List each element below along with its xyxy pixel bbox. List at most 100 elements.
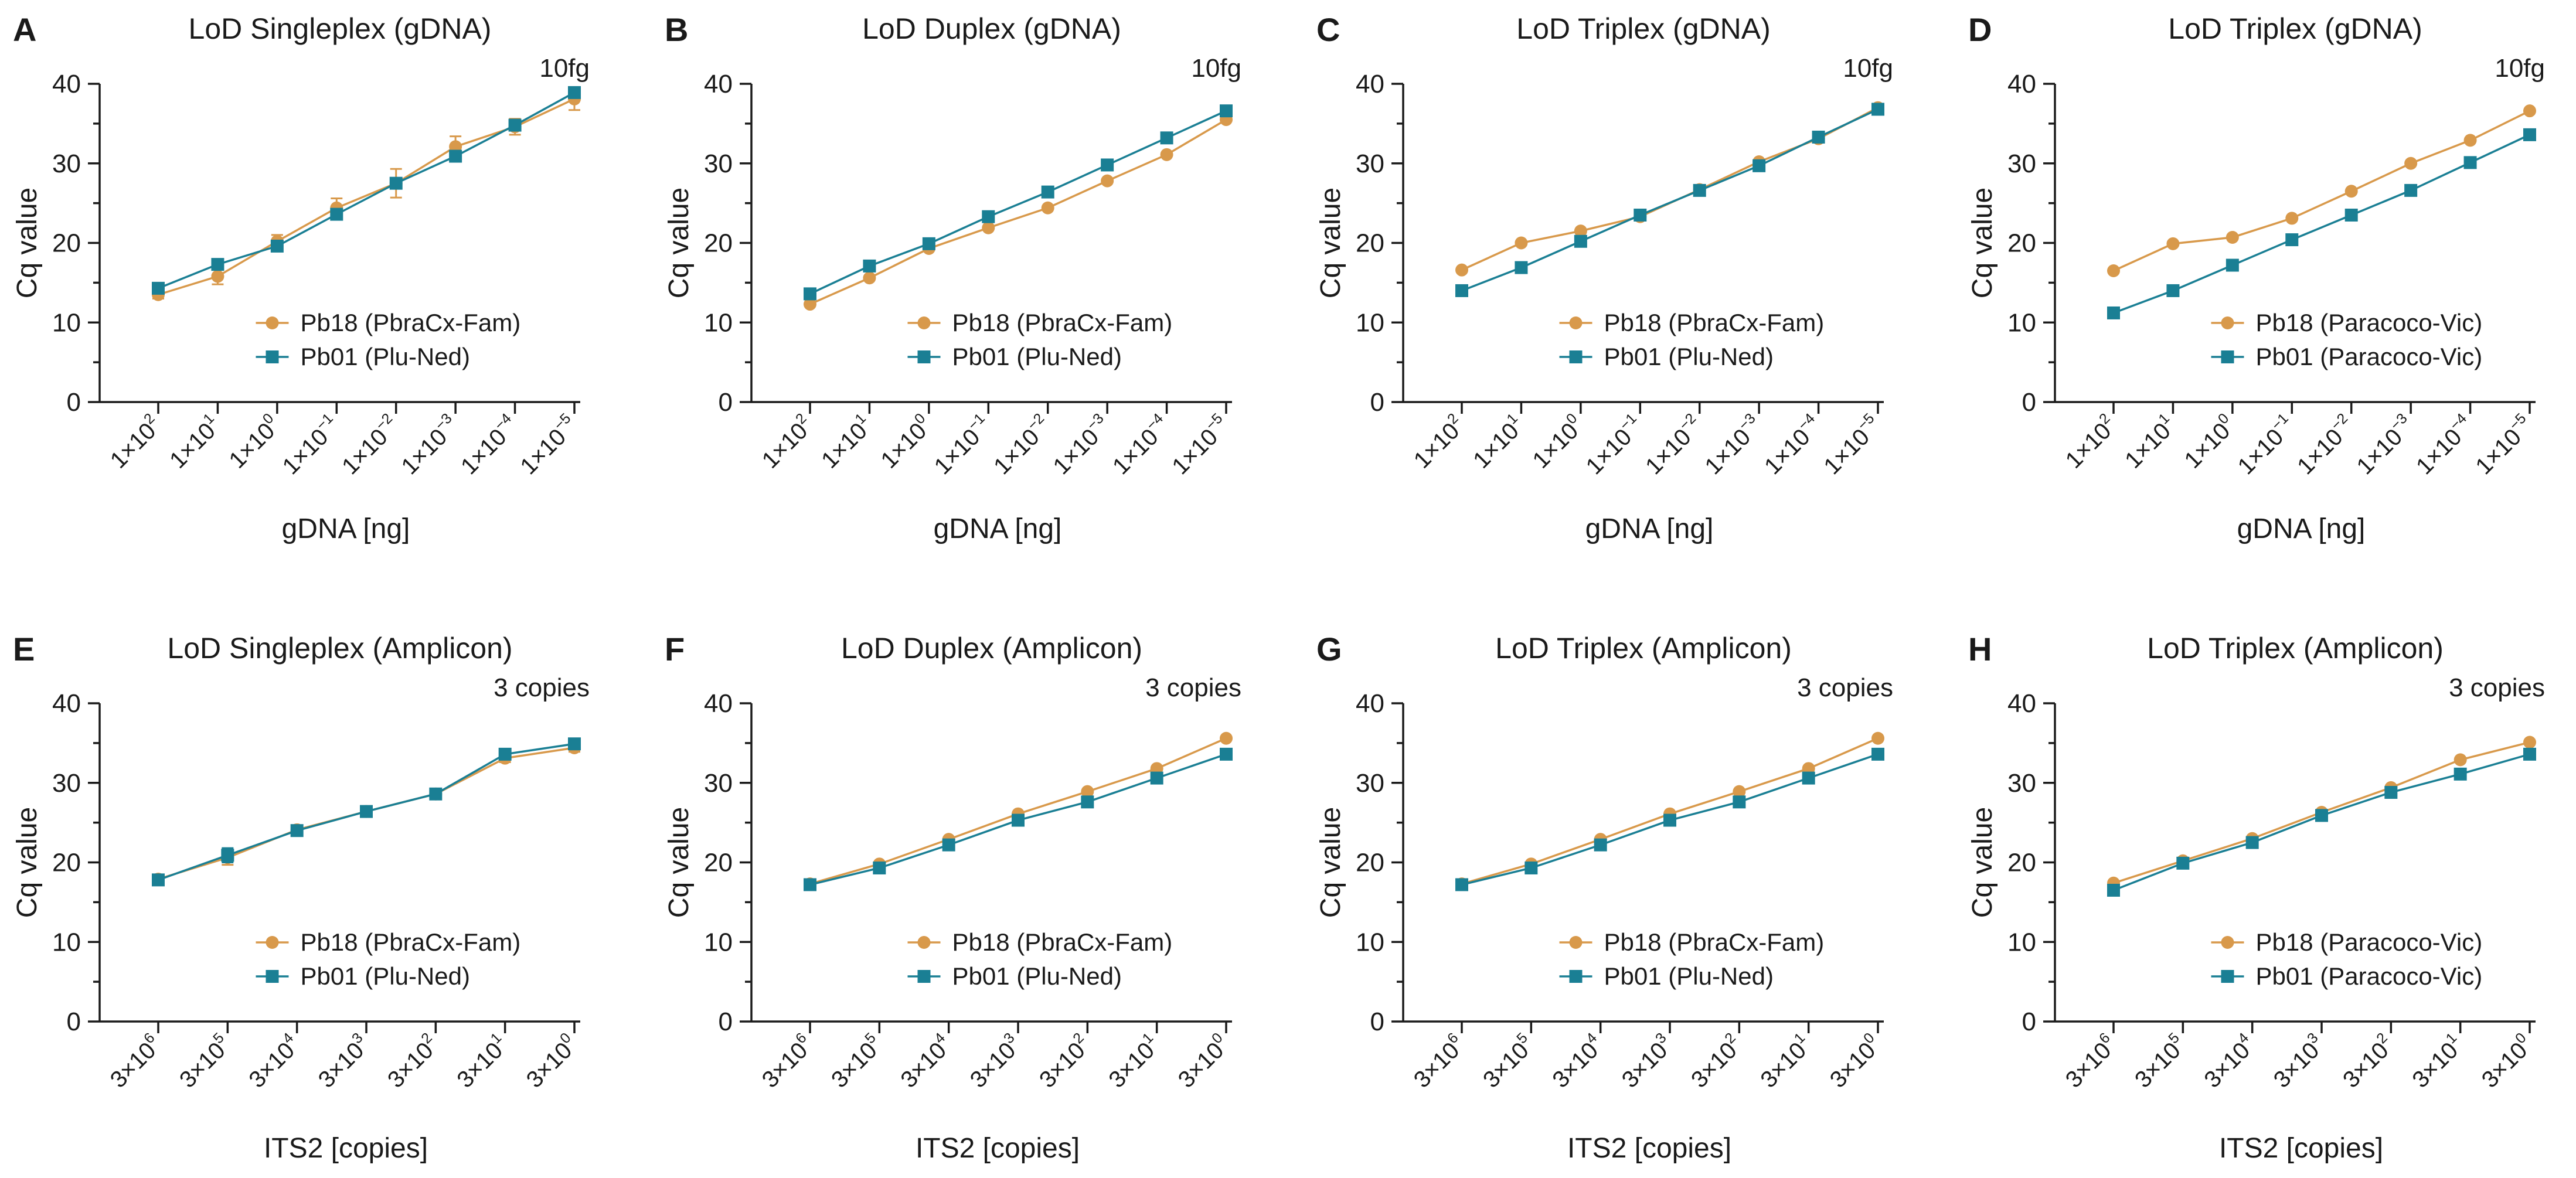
data-point-square: [942, 838, 955, 852]
data-point-square: [1041, 185, 1054, 199]
x-tick-label: 3×101: [2405, 1030, 2469, 1093]
y-tick-label: 30: [2007, 149, 2036, 178]
legend-item: Pb01 (Plu-Ned): [1559, 343, 1774, 370]
y-tick-label: 40: [704, 70, 733, 98]
x-tick-label: 1×10−1: [2231, 410, 2301, 480]
legend-label: Pb18 (Paracoco-Vic): [2256, 309, 2483, 336]
x-tick-label: 1×10−3: [394, 410, 464, 480]
y-tick-label: 0: [719, 1007, 733, 1036]
x-tick-label: 1×10−1: [275, 410, 345, 480]
x-tick-label: 1×100: [874, 410, 937, 474]
x-tick-label: 1×102: [755, 410, 818, 474]
data-point-square: [1150, 771, 1163, 785]
data-point-square: [152, 873, 165, 887]
y-tick-label: 40: [52, 689, 81, 718]
data-point-square: [270, 239, 284, 253]
chart-title: LoD Duplex (gDNA): [862, 12, 1121, 45]
data-point-square: [2344, 208, 2358, 222]
series-pb18: [1455, 101, 1884, 277]
legend-item: Pb01 (Plu-Ned): [256, 962, 470, 990]
x-tick-label: 3×103: [311, 1030, 375, 1093]
x-tick-label: 1×10−5: [2469, 410, 2538, 480]
legend-item: Pb01 (Plu-Ned): [907, 343, 1122, 370]
y-tick-label: 0: [67, 1007, 81, 1036]
chart-panel-g: G LoD Triplex (Amplicon) 0 10 20 30 40 Cq value…: [1315, 631, 1893, 1164]
y-tick-label: 0: [719, 388, 733, 417]
data-point-square: [1812, 130, 1825, 144]
y-tick-label: 0: [67, 388, 81, 417]
x-tick-label: 3×105: [824, 1030, 887, 1093]
x-tick-label: 1×10−4: [1105, 410, 1175, 480]
legend-label: Pb18 (Paracoco-Vic): [2256, 928, 2483, 956]
x-tick-label: 1×101: [2118, 410, 2182, 474]
lod-annotation: 10fg: [1843, 54, 1893, 83]
x-tick-label: 1×10−4: [2409, 410, 2479, 480]
y-axis-label: Cq value: [663, 188, 695, 298]
data-point-square: [2107, 884, 2120, 897]
y-axis-label: Cq value: [663, 807, 695, 918]
x-tick-label: 1×101: [1466, 410, 1530, 474]
series-pb01: [152, 737, 581, 887]
data-point-circle: [2523, 104, 2536, 118]
lod-annotation: 3 copies: [2449, 673, 2545, 702]
panel-letter: A: [13, 11, 36, 48]
y-tick-label: 40: [52, 70, 81, 98]
chart-title: LoD Duplex (Amplicon): [841, 632, 1142, 665]
data-point-square: [1101, 158, 1114, 172]
legend-item: Pb01 (Plu-Ned): [907, 962, 1122, 990]
legend-marker-circle: [2221, 936, 2234, 949]
data-point-square: [1455, 284, 1468, 297]
chart-title: LoD Singleplex (Amplicon): [167, 632, 512, 665]
panel-letter: D: [1968, 11, 1992, 48]
x-tick-label: 1×10−2: [2291, 410, 2360, 480]
x-tick-label: 1×10−5: [1817, 410, 1887, 480]
y-tick-label: 20: [2007, 229, 2036, 258]
y-tick-label: 30: [704, 769, 733, 798]
data-point-square: [804, 287, 816, 301]
series-pb01: [2107, 128, 2536, 319]
x-axis-label: ITS2 [copies]: [1567, 1133, 1731, 1164]
x-tick-label: 1×101: [163, 410, 226, 474]
x-tick-label: 1×10−4: [454, 410, 523, 480]
data-point-circle: [1081, 785, 1094, 798]
legend-item: Pb18 (PbraCx-Fam): [907, 309, 1172, 336]
data-point-square: [1871, 747, 1884, 761]
data-point-square: [221, 849, 234, 862]
x-tick-label: 3×101: [1102, 1030, 1165, 1093]
legend-label: Pb18 (PbraCx-Fam): [1604, 309, 1825, 336]
y-tick-label: 20: [2007, 849, 2036, 877]
x-axis-label: gDNA [ng]: [2237, 513, 2366, 544]
x-tick-label: 1×10−1: [1579, 410, 1649, 480]
y-axis-label: Cq value: [1967, 188, 1998, 298]
x-tick-label: 3×100: [1171, 1030, 1234, 1093]
panel-letter: E: [13, 631, 35, 668]
y-axis-label: Cq value: [1315, 188, 1346, 298]
series-pb18: [804, 113, 1233, 311]
data-point-square: [2404, 183, 2418, 197]
chart-panel-b: B LoD Duplex (gDNA) 0 10 20 30 40 Cq value 1×102…: [663, 11, 1241, 544]
data-point-square: [2523, 747, 2536, 761]
series-pb01: [2107, 747, 2536, 897]
data-point-square: [982, 210, 995, 223]
data-point-circle: [2166, 237, 2180, 250]
lod-annotation: 10fg: [2495, 54, 2545, 83]
x-tick-label: 3×105: [1476, 1030, 1539, 1093]
data-point-circle: [1041, 201, 1054, 215]
data-point-circle: [1574, 224, 1587, 238]
legend-label: Pb01 (Paracoco-Vic): [2256, 962, 2483, 990]
data-point-square: [1693, 183, 1706, 197]
panel-letter: B: [665, 11, 688, 48]
y-axis-label: Cq value: [1967, 807, 1998, 918]
data-point-square: [2384, 786, 2398, 799]
x-tick-label: 1×10−4: [1757, 410, 1827, 480]
data-point-circle: [2454, 753, 2467, 767]
y-tick-label: 30: [1356, 769, 1384, 798]
x-tick-label: 3×104: [2197, 1030, 2261, 1093]
data-point-square: [508, 118, 522, 132]
legend-item: Pb18 (PbraCx-Fam): [256, 928, 520, 956]
y-tick-label: 30: [2007, 769, 2036, 798]
data-point-square: [1753, 159, 1766, 172]
y-tick-label: 0: [2022, 1007, 2036, 1036]
data-point-circle: [2523, 736, 2536, 749]
